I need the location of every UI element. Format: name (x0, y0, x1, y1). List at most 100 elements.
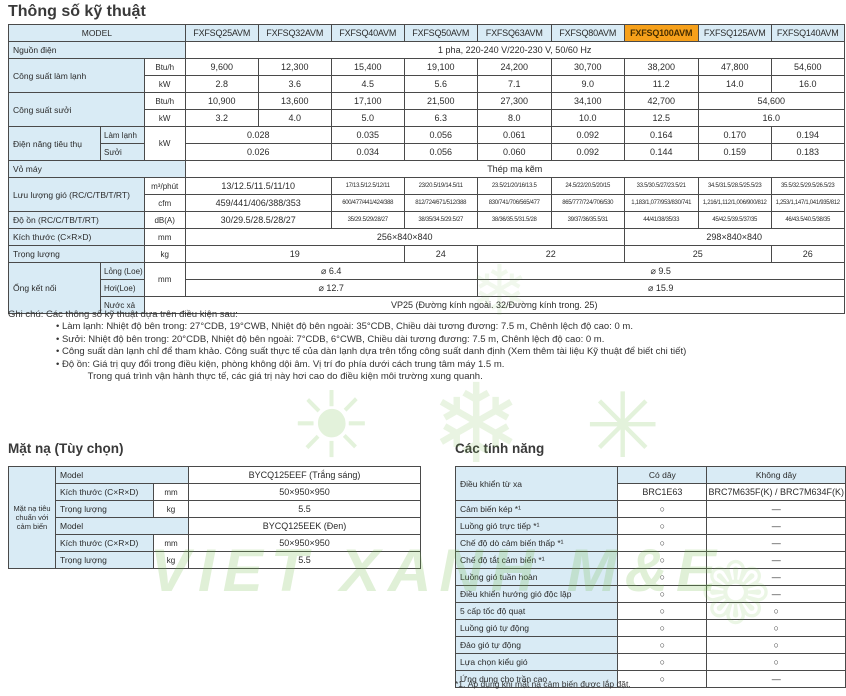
value-cell: 16.0 (697, 109, 845, 127)
value-cell: 26 (770, 245, 845, 263)
value-cell: ○ (617, 500, 708, 518)
value-cell: 23/20.5/19/14.5/11 (403, 177, 478, 195)
unit-cell: cfm (143, 194, 186, 212)
value-cell: ○ (706, 602, 846, 620)
value-cell: ○ (617, 636, 708, 654)
unit-cell: Btu/h (143, 58, 186, 76)
value-cell: 0.159 (697, 143, 772, 161)
value-cell: 0.170 (697, 126, 772, 144)
page-title: Thông số kỹ thuật (8, 3, 146, 20)
model-header-cell: FXFSQ25AVM (184, 24, 259, 42)
row-label-cell: Trọng lượng (55, 500, 154, 518)
row-label-cell: Đảo gió tự động (454, 636, 619, 654)
value-cell: 54,600 (770, 58, 845, 76)
row-label-cell: Lưu lượng gió (RC/C/TB/T/RT) (8, 177, 145, 212)
value-cell: ○ (617, 619, 708, 637)
row-label-cell: Ứng dụng cho trần cao (454, 670, 619, 688)
value-cell: 0.056 (403, 126, 478, 144)
row-label-cell: Chế độ dò cảm biến thấp *¹ (454, 534, 619, 552)
value-cell: 0.164 (623, 126, 699, 144)
value-cell: ○ (617, 568, 708, 586)
value-cell: 459/441/406/388/353 (184, 194, 332, 212)
unit-cell: mm (143, 262, 186, 297)
note-line: • Độ ồn: Giá trị quy đổi trong điều kiện… (56, 358, 505, 370)
column-header-cell: MODEL (8, 24, 186, 42)
row-label-cell: Luồng gió tuần hoàn (454, 568, 619, 586)
value-cell: 30/29.5/28.5/28/27 (184, 211, 332, 229)
value-cell: 46/43.5/40.5/38/35 (770, 211, 845, 229)
value-cell: 5.6 (403, 75, 478, 93)
value-cell: 5.5 (188, 551, 421, 569)
value-cell: 34.5/31.5/28.5/25.5/23 (697, 177, 772, 195)
value-cell: 39/37/36/35.5/31 (550, 211, 625, 229)
value-cell: 16.0 (770, 75, 845, 93)
row-label-cell: Điều khiển hướng gió độc lập (454, 585, 619, 603)
value-cell: 10.0 (550, 109, 625, 127)
value-cell: 0.194 (770, 126, 845, 144)
note-line: • Làm lạnh: Nhiệt độ bên trong: 27°CDB, … (56, 321, 633, 332)
row-label-cell: 5 cấp tốc độ quạt (454, 602, 619, 620)
unit-cell: kW (143, 109, 186, 127)
row-label-cell: Điện năng tiêu thụ (8, 126, 101, 161)
value-cell: 24,200 (476, 58, 552, 76)
value-cell: — (706, 534, 846, 552)
row-label-cell: Kích thước (C×R×D) (55, 483, 154, 501)
value-cell: 865/777/724/706/530 (550, 194, 625, 212)
unit-cell: dB(A) (143, 211, 186, 229)
value-cell: 45/42.5/39.5/37/35 (697, 211, 772, 229)
value-cell: 33.5/30.5/27/23.5/21 (623, 177, 699, 195)
value-cell: 7.1 (476, 75, 552, 93)
row-label-cell: Trọng lượng (8, 245, 145, 263)
value-cell: 1,253/1,147/1,041/935/812 (770, 194, 845, 212)
side-label-cell: Mặt nạ tiêu chuẩn với cảm biến (8, 466, 56, 569)
row-label-cell: Kích thước (C×R×D) (55, 534, 154, 552)
notes-heading: Ghi chú: Các thông số kỹ thuật dựa trên … (8, 309, 238, 320)
value-cell: 0.092 (550, 126, 625, 144)
value-cell: 3.6 (257, 75, 332, 93)
features-section-title: Các tính năng (455, 441, 545, 456)
value-cell: 9.0 (550, 75, 625, 93)
value-cell: ○ (617, 653, 708, 671)
value-cell: 0.035 (330, 126, 405, 144)
value-cell: VP25 (Đường kính ngoài. 32/Đường kính tr… (143, 296, 845, 314)
value-cell: ○ (617, 602, 708, 620)
row-label-cell: Cảm biến kép *¹ (454, 500, 619, 518)
row-label-cell: Lựa chọn kiểu gió (454, 653, 619, 671)
value-cell: 5.5 (188, 500, 421, 518)
value-cell: BYCQ125EEF (Trắng sáng) (188, 466, 421, 484)
value-cell: 0.060 (476, 143, 552, 161)
mask-options-table: Mặt nạ tiêu chuẩn với cảm biến Model BYCQ1… (8, 466, 421, 569)
value-cell: ○ (706, 653, 846, 671)
model-header-cell: FXFSQ32AVM (257, 24, 332, 42)
unit-cell: kg (153, 500, 189, 518)
value-cell: 0.028 (184, 126, 332, 144)
value-cell: 34,100 (550, 92, 625, 110)
row-label-cell: Độ ồn (RC/C/TB/T/RT) (8, 211, 145, 229)
value-cell: 3.2 (184, 109, 259, 127)
value-cell: 24.5/22/20.5/20/15 (550, 177, 625, 195)
value-cell: 22 (476, 245, 625, 263)
features-footnote: *1. Áp dụng khi mặt nạ cảm biến được lắp… (455, 679, 631, 689)
spec-table: MODEL FXFSQ25AVM FXFSQ32AVM FXFSQ40AVM FXFSQ… (8, 24, 845, 314)
value-cell: 4.5 (330, 75, 405, 93)
value-cell: 10,900 (184, 92, 259, 110)
value-cell: 812/724/671/512/388 (403, 194, 478, 212)
value-cell: 2.8 (184, 75, 259, 93)
value-cell: 35.5/32.5/29.5/26.5/23 (770, 177, 845, 195)
model-header-cell: FXFSQ125AVM (697, 24, 772, 42)
row-sublabel-cell: Nước xả (100, 296, 145, 314)
model-header-cell: FXFSQ80AVM (550, 24, 625, 42)
row-sublabel-cell: Làm lạnh (100, 126, 145, 144)
unit-cell: kg (143, 245, 186, 263)
unit-cell: m³/phút (143, 177, 186, 195)
unit-cell: kW (143, 75, 186, 93)
value-cell: 0.056 (403, 143, 478, 161)
row-sublabel-cell: Sưởi (100, 143, 145, 161)
model-header-cell: FXFSQ63AVM (476, 24, 552, 42)
value-cell: ○ (617, 585, 708, 603)
value-cell: 21,500 (403, 92, 478, 110)
notes: Ghi chú: Các thông số kỹ thuật dựa trên … (8, 309, 838, 384)
row-sublabel-cell: Hơi(Loe) (100, 279, 145, 297)
value-cell: 600/477/441/424/388 (330, 194, 405, 212)
value-cell: 256×840×840 (184, 228, 625, 246)
